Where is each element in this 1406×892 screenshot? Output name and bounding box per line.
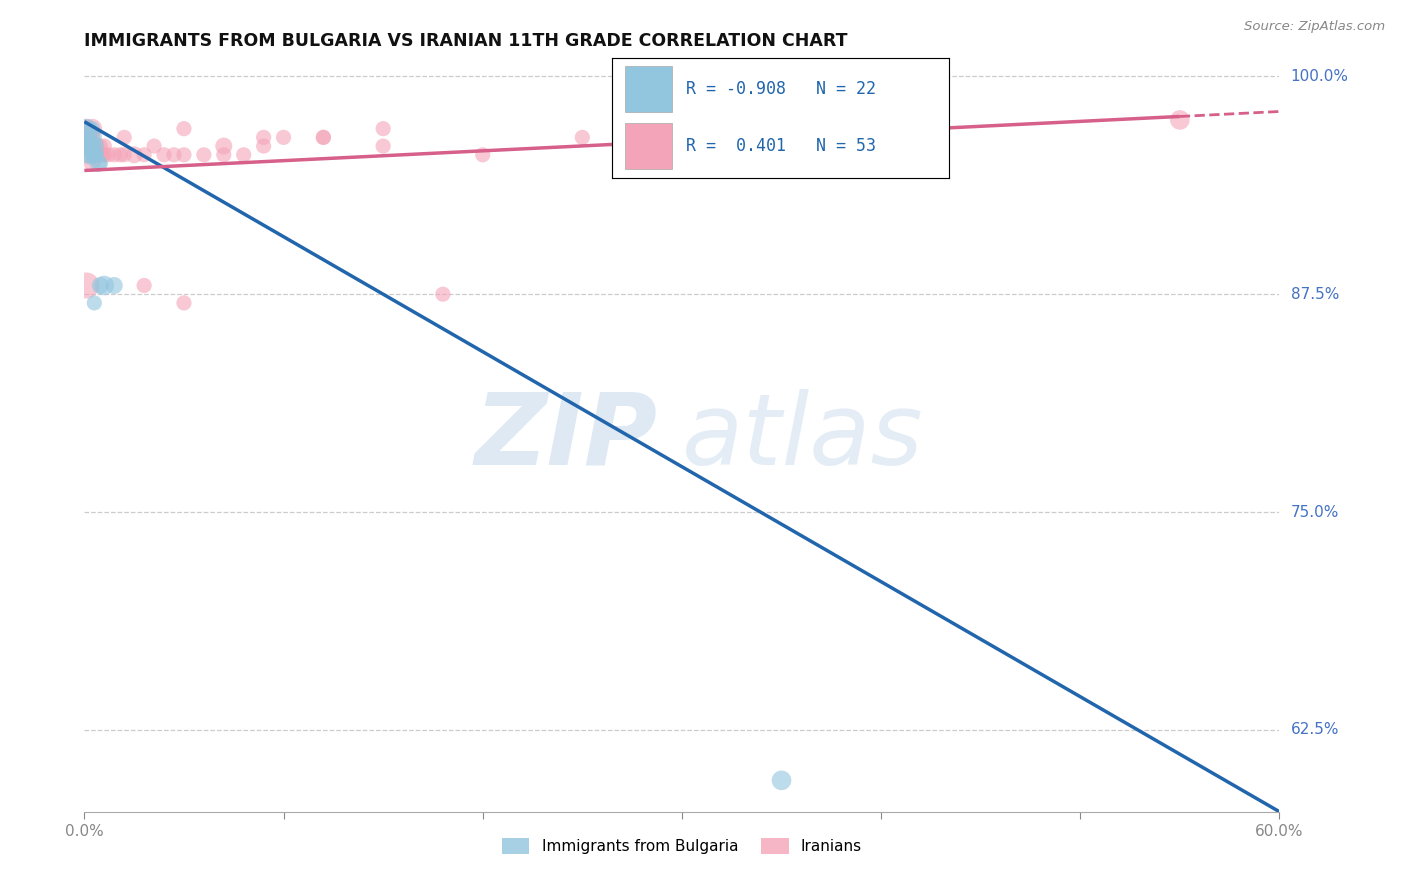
Point [253, 139, 276, 153]
Point [77, 139, 100, 153]
Point [1168, 112, 1191, 127]
Point [373, 139, 395, 153]
Point [173, 121, 195, 136]
Point [83, 296, 105, 310]
Point [122, 148, 145, 162]
Point [75, 121, 97, 136]
Text: Source: ZipAtlas.com: Source: ZipAtlas.com [1244, 20, 1385, 33]
Point [312, 130, 335, 145]
Point [110, 148, 132, 162]
Point [153, 148, 176, 162]
Point [253, 130, 276, 145]
Text: IMMIGRANTS FROM BULGARIA VS IRANIAN 11TH GRADE CORRELATION CHART: IMMIGRANTS FROM BULGARIA VS IRANIAN 11TH… [84, 32, 848, 50]
Point [93, 139, 115, 153]
Point [87, 148, 110, 162]
Point [830, 148, 852, 162]
Point [143, 139, 166, 153]
Point [79, 139, 101, 153]
Point [193, 148, 215, 162]
Point [82, 121, 104, 136]
Point [89, 148, 111, 162]
Point [86, 148, 108, 162]
Text: 75.0%: 75.0% [1291, 505, 1339, 519]
Point [86, 139, 108, 153]
Point [87, 156, 110, 170]
Text: ZIP: ZIP [475, 389, 658, 485]
Point [312, 130, 335, 145]
Point [212, 148, 235, 162]
Point [82, 148, 104, 162]
Point [93, 278, 115, 293]
Point [232, 148, 254, 162]
Point [97, 148, 120, 162]
Point [212, 139, 235, 153]
Point [82, 156, 104, 170]
Point [173, 296, 195, 310]
Point [77, 139, 100, 153]
Point [273, 130, 295, 145]
Point [571, 130, 593, 145]
Text: 100.0%: 100.0% [1291, 69, 1348, 84]
FancyBboxPatch shape [626, 66, 672, 112]
Text: 62.5%: 62.5% [1291, 723, 1339, 738]
Point [77, 130, 100, 145]
FancyBboxPatch shape [626, 123, 672, 169]
Point [471, 148, 494, 162]
Point [82, 139, 104, 153]
Point [103, 148, 125, 162]
Point [82, 121, 104, 136]
Point [631, 148, 654, 162]
Point [91, 148, 114, 162]
Point [83, 139, 105, 153]
Point [79, 148, 101, 162]
Point [89, 139, 111, 153]
Point [89, 156, 111, 170]
Point [83, 148, 105, 162]
Point [112, 130, 135, 145]
Point [103, 278, 125, 293]
Point [93, 148, 115, 162]
Text: atlas: atlas [682, 389, 924, 485]
Point [79, 139, 101, 153]
Point [79, 130, 101, 145]
Text: 87.5%: 87.5% [1291, 286, 1339, 301]
Point [432, 287, 454, 301]
Legend: Immigrants from Bulgaria, Iranians: Immigrants from Bulgaria, Iranians [496, 832, 868, 860]
Text: R = -0.908   N = 22: R = -0.908 N = 22 [686, 80, 876, 98]
Point [83, 139, 105, 153]
Point [86, 148, 108, 162]
Point [373, 121, 395, 136]
Point [83, 148, 105, 162]
Point [75, 121, 97, 136]
Text: R =  0.401   N = 53: R = 0.401 N = 53 [686, 136, 876, 155]
Point [132, 278, 156, 293]
Point [79, 139, 101, 153]
Point [77, 139, 100, 153]
Point [163, 148, 186, 162]
Point [75, 130, 97, 145]
Point [89, 278, 111, 293]
Point [132, 148, 156, 162]
Point [77, 121, 100, 136]
Point [77, 148, 100, 162]
Point [82, 148, 104, 162]
Point [75, 278, 97, 293]
Point [770, 773, 793, 788]
Point [79, 130, 101, 145]
Point [112, 148, 135, 162]
Point [79, 130, 101, 145]
Point [173, 148, 195, 162]
Point [770, 112, 793, 127]
